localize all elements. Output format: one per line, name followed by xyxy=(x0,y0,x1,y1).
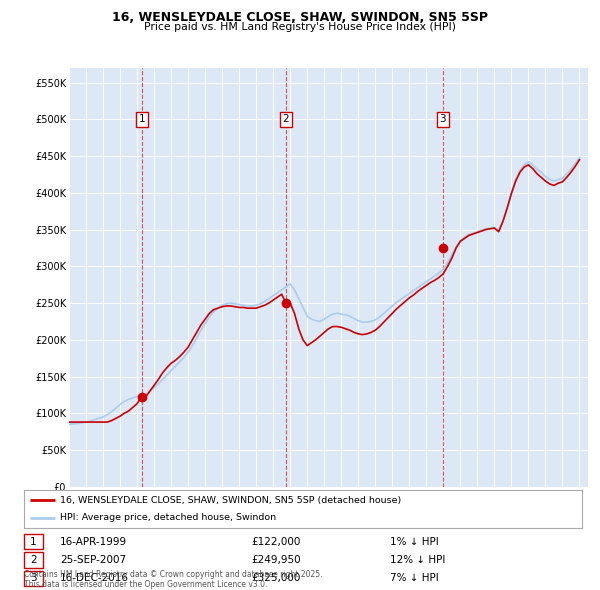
Text: £249,950: £249,950 xyxy=(251,555,301,565)
Text: £122,000: £122,000 xyxy=(251,537,301,546)
Text: 16, WENSLEYDALE CLOSE, SHAW, SWINDON, SN5 5SP: 16, WENSLEYDALE CLOSE, SHAW, SWINDON, SN… xyxy=(112,11,488,24)
Text: Price paid vs. HM Land Registry's House Price Index (HPI): Price paid vs. HM Land Registry's House … xyxy=(144,22,456,32)
Text: 12% ↓ HPI: 12% ↓ HPI xyxy=(390,555,445,565)
Text: £325,000: £325,000 xyxy=(251,573,301,583)
Text: 1: 1 xyxy=(139,114,145,124)
Text: 2: 2 xyxy=(30,555,37,565)
Text: 3: 3 xyxy=(30,573,37,583)
Text: Contains HM Land Registry data © Crown copyright and database right 2025.
This d: Contains HM Land Registry data © Crown c… xyxy=(24,570,323,589)
Text: 2: 2 xyxy=(283,114,289,124)
Text: 16, WENSLEYDALE CLOSE, SHAW, SWINDON, SN5 5SP (detached house): 16, WENSLEYDALE CLOSE, SHAW, SWINDON, SN… xyxy=(60,496,401,504)
Text: 25-SEP-2007: 25-SEP-2007 xyxy=(60,555,126,565)
Text: 16-APR-1999: 16-APR-1999 xyxy=(60,537,127,546)
Text: 7% ↓ HPI: 7% ↓ HPI xyxy=(390,573,439,583)
Text: HPI: Average price, detached house, Swindon: HPI: Average price, detached house, Swin… xyxy=(60,513,277,522)
Text: 3: 3 xyxy=(439,114,446,124)
Text: 16-DEC-2016: 16-DEC-2016 xyxy=(60,573,129,583)
Text: 1: 1 xyxy=(30,537,37,546)
Text: 1% ↓ HPI: 1% ↓ HPI xyxy=(390,537,439,546)
